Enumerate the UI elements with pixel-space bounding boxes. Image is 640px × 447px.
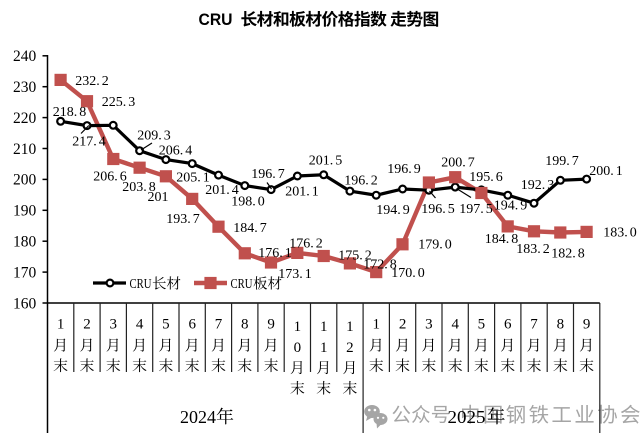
svg-text:8: 8 (241, 317, 249, 333)
svg-text:5: 5 (478, 317, 486, 333)
svg-text:200.7: 200. 7 (441, 155, 475, 170)
svg-text:232.2: 232. 2 (75, 74, 109, 89)
svg-text:2024: 2024 (180, 407, 216, 427)
svg-text:240: 240 (13, 48, 37, 65)
svg-text:179.0: 179. 0 (418, 237, 452, 252)
svg-text:2: 2 (346, 340, 354, 356)
svg-text:209.3: 209. 3 (137, 128, 171, 143)
svg-text:4: 4 (136, 317, 144, 333)
svg-text:176.2: 176. 2 (289, 236, 323, 251)
svg-text:9: 9 (267, 317, 275, 333)
svg-text:2: 2 (399, 317, 407, 333)
svg-text:7: 7 (215, 317, 223, 333)
svg-text:3: 3 (425, 317, 433, 333)
svg-text:170.0: 170. 0 (391, 266, 425, 281)
svg-text:CRU: CRU (199, 11, 233, 29)
svg-text:176.1: 176. 1 (258, 246, 292, 261)
svg-text:CRU: CRU (130, 277, 152, 292)
svg-text:201.5: 201. 5 (309, 153, 343, 168)
svg-text:217.4: 217. 4 (72, 134, 106, 149)
svg-text:160: 160 (13, 295, 37, 312)
svg-text:184.7: 184. 7 (233, 221, 267, 236)
svg-text:225.3: 225. 3 (102, 95, 136, 110)
svg-text:194.9: 194. 9 (376, 203, 410, 218)
svg-text:193.7: 193. 7 (166, 212, 200, 227)
svg-text:7: 7 (530, 317, 538, 333)
svg-text:183.0: 183. 0 (603, 225, 637, 240)
svg-text:3: 3 (109, 317, 117, 333)
svg-text:1: 1 (372, 317, 380, 333)
svg-text:190: 190 (13, 203, 37, 220)
svg-text:6: 6 (188, 317, 196, 333)
svg-text:201: 201 (148, 190, 169, 205)
svg-text:192.3: 192. 3 (521, 178, 555, 193)
svg-text:230: 230 (13, 79, 37, 96)
svg-text:1: 1 (320, 340, 328, 356)
svg-text:200: 200 (13, 172, 37, 189)
svg-text:218.8: 218. 8 (53, 105, 87, 120)
svg-text:220: 220 (13, 110, 37, 127)
svg-text:2025: 2025 (448, 407, 486, 427)
svg-text:182.8: 182. 8 (551, 246, 585, 261)
svg-text:183.2: 183. 2 (516, 242, 550, 257)
svg-text:206.4: 206. 4 (159, 143, 193, 158)
svg-text:199.7: 199. 7 (545, 154, 579, 169)
svg-text:210: 210 (13, 141, 37, 158)
svg-text:CRU: CRU (231, 277, 253, 292)
svg-text:1: 1 (320, 319, 328, 335)
svg-text:1: 1 (346, 319, 354, 335)
svg-text:196.9: 196. 9 (387, 162, 421, 177)
svg-text:1: 1 (57, 317, 65, 333)
svg-text:201.1: 201. 1 (285, 184, 319, 199)
svg-text:5: 5 (162, 317, 170, 333)
svg-text:180: 180 (13, 234, 37, 251)
svg-text:196.7: 196. 7 (251, 167, 285, 182)
svg-text:4: 4 (451, 317, 459, 333)
svg-text:196.5: 196. 5 (421, 202, 455, 217)
svg-text:196.2: 196. 2 (344, 173, 378, 188)
svg-text:195.6: 195. 6 (469, 170, 503, 185)
svg-text:9: 9 (583, 317, 591, 333)
svg-text:0: 0 (294, 340, 302, 356)
svg-text:1: 1 (294, 319, 302, 335)
svg-text:170: 170 (13, 264, 37, 281)
svg-text:173.1: 173. 1 (278, 267, 312, 282)
svg-text:198.0: 198. 0 (231, 194, 265, 209)
svg-text:200.1: 200. 1 (589, 164, 623, 179)
svg-text:2: 2 (83, 317, 91, 333)
svg-text:8: 8 (557, 317, 565, 333)
svg-text:6: 6 (504, 317, 512, 333)
svg-text:194.9: 194. 9 (494, 198, 528, 213)
svg-text:197.5: 197. 5 (459, 202, 493, 217)
svg-text:184.8: 184. 8 (485, 232, 519, 247)
